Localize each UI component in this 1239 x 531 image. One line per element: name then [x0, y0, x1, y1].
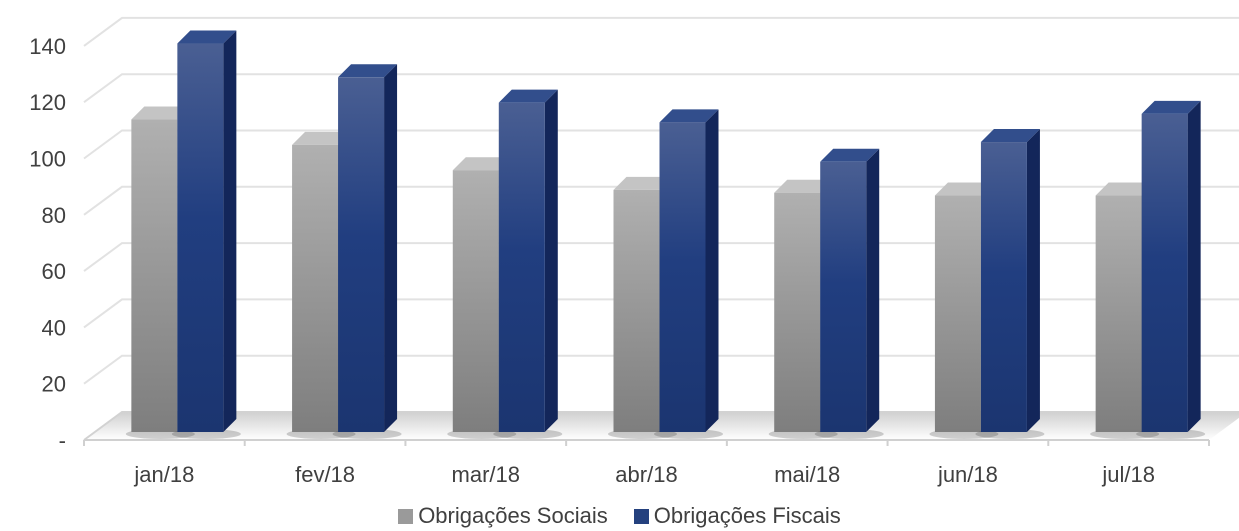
y-tick-label: -	[59, 428, 66, 453]
legend-label-fiscais: Obrigações Fiscais	[653, 503, 841, 528]
y-tick-label: 80	[42, 203, 66, 228]
x-tick-label: jun/18	[937, 462, 998, 487]
bar-fiscais	[171, 30, 241, 439]
bar-front	[659, 122, 706, 432]
legend-item-sociais: Obrigações Sociais	[398, 503, 608, 529]
bar-top	[934, 182, 994, 196]
bar-front	[338, 77, 385, 432]
x-tick-label: abr/18	[615, 462, 677, 487]
chart-plot: - 20 40 60 80 100 120 140 jan/18 fev/18 mar/18 abr/…	[29, 16, 1239, 487]
bar-side	[384, 64, 398, 432]
y-tick-label: 140	[29, 34, 66, 59]
bar-front	[1095, 195, 1142, 432]
bar-side	[1187, 100, 1201, 432]
bar-side	[866, 148, 880, 432]
bar-layer	[125, 30, 1206, 439]
bar-top	[131, 106, 191, 120]
y-tick-label: 20	[42, 372, 66, 397]
bar-front	[131, 119, 178, 432]
bar-top	[177, 30, 237, 44]
bar-top	[659, 109, 719, 123]
legend-item-fiscais: Obrigações Fiscais	[633, 503, 841, 529]
y-tick-label: 120	[29, 90, 66, 115]
bar-fiscais	[332, 64, 402, 439]
bar-front	[498, 102, 545, 433]
x-tick-label: jan/18	[133, 462, 194, 487]
bar-top	[613, 176, 673, 190]
bar-front	[452, 170, 499, 432]
x-tick-label: mar/18	[452, 462, 520, 487]
axis-layer	[83, 439, 1210, 446]
y-tick-label: 100	[29, 147, 66, 172]
bar-side	[223, 30, 237, 433]
bar-fiscais	[493, 89, 563, 439]
bar-top	[292, 131, 352, 145]
bar-fiscais	[1136, 100, 1206, 439]
bar-front	[774, 192, 821, 432]
bar-top	[1141, 100, 1201, 114]
gridline	[83, 16, 1239, 47]
label-layer: - 20 40 60 80 100 120 140 jan/18 fev/18 mar/18 abr/…	[29, 34, 1155, 487]
bar-front	[177, 43, 224, 432]
bar-top	[498, 89, 558, 103]
bar-fiscais	[814, 148, 884, 439]
y-tick-label: 60	[42, 259, 66, 284]
x-tick-label: jul/18	[1101, 462, 1155, 487]
bar-front	[934, 195, 981, 432]
bar-side	[1026, 129, 1040, 432]
gridline	[83, 129, 1239, 160]
bar-front	[292, 144, 339, 432]
bar-front	[613, 189, 660, 432]
gridline	[83, 73, 1239, 104]
bar-front	[820, 161, 867, 432]
x-tick-label: mai/18	[774, 462, 840, 487]
bar-top	[452, 157, 512, 171]
bar-top	[820, 148, 880, 162]
bar-top	[1095, 182, 1155, 196]
bar-side	[544, 89, 558, 433]
bar-top	[338, 64, 398, 78]
bar-fiscais	[654, 109, 723, 439]
bar-top	[980, 129, 1040, 143]
x-tick-label: fev/18	[295, 462, 355, 487]
y-tick-label: 40	[42, 315, 66, 340]
bar-front	[1141, 113, 1188, 432]
legend-swatch-sociais	[398, 508, 414, 524]
legend: Obrigações Sociais Obrigações Fiscais	[0, 503, 1239, 529]
bar-side	[705, 109, 719, 432]
legend-swatch-fiscais	[633, 508, 649, 524]
bar-fiscais	[975, 129, 1045, 439]
bar-top	[774, 179, 834, 193]
legend-label-sociais: Obrigações Sociais	[418, 503, 608, 528]
bar-front	[980, 142, 1027, 432]
